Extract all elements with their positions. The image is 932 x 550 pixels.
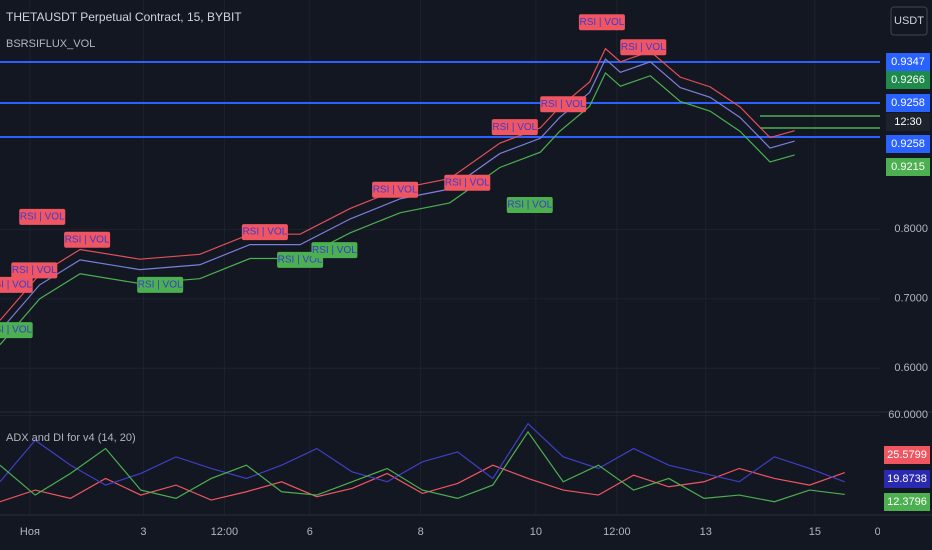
x-tick-label: Ноя <box>20 526 40 538</box>
x-tick-label: 13 <box>700 526 712 538</box>
signal-label: RSI | VOL <box>445 177 490 188</box>
signal-label: RSI | VOL <box>278 255 323 266</box>
series-line <box>0 422 846 486</box>
axes: 0.6000 0.7000 0.8000 60.0000 0.9347 0.9266 0.9… <box>884 53 930 511</box>
price-label-box <box>886 135 930 153</box>
x-tick-label: 8 <box>418 526 424 538</box>
price-label-box <box>886 53 930 71</box>
price-label: 0.9215 <box>891 161 925 173</box>
y-tick-label: 0.8000 <box>894 223 928 235</box>
price-label: 0.9258 <box>891 138 925 150</box>
x-tick-label: 6 <box>307 526 313 538</box>
signal-label: RSI | VOL <box>579 17 624 28</box>
price-label: 0.9266 <box>891 74 925 86</box>
signal-label-box <box>506 197 553 213</box>
price-label-box <box>886 71 930 89</box>
signal-label-box <box>540 96 587 113</box>
signal-label-box <box>137 276 184 293</box>
signal-label-box <box>444 174 491 191</box>
signal-label-box <box>578 14 625 31</box>
signal-label: RSI | VOL <box>65 234 110 245</box>
x-tick-label: 15 <box>809 526 821 538</box>
series-line <box>0 58 795 332</box>
last-value-box <box>884 446 930 464</box>
indicator-name: BSRSIFLUX_VOL <box>6 38 95 50</box>
currency-button[interactable] <box>890 6 928 36</box>
series-line <box>0 47 795 321</box>
last-value-box <box>884 470 930 488</box>
signal-label: RSI | VOL <box>373 184 418 195</box>
last-value-label: 19.8738 <box>887 473 927 485</box>
signal-label: RSI | VOL <box>0 280 33 291</box>
signal-label-box <box>241 224 288 241</box>
price-label: 0.9347 <box>891 56 925 68</box>
x-tick-label: 10 <box>530 526 542 538</box>
x-tick-label: 12:00 <box>211 526 239 538</box>
signal-label-box <box>0 276 33 293</box>
signal-label-box <box>11 262 58 279</box>
signal-label: RSI | VOL <box>541 99 586 110</box>
last-value-box <box>884 493 930 511</box>
signal-label: RSI | VOL <box>312 245 357 256</box>
price-label-box <box>886 94 930 112</box>
price-label-box <box>886 158 930 176</box>
signal-label-box <box>19 208 66 225</box>
signal-label: RSI | VOL <box>242 227 287 238</box>
adx-title: ADX and DI for v4 (14, 20) <box>6 432 136 444</box>
y-tick-label: 0.6000 <box>894 362 928 374</box>
x-tick-label: 12:00 <box>603 526 631 538</box>
signal-label: RSI | VOL <box>492 122 537 133</box>
series-line <box>0 430 845 503</box>
y-tick-label: 0.7000 <box>894 293 928 305</box>
signal-label-box <box>311 242 358 259</box>
signal-label: RSI | VOL <box>138 280 183 291</box>
signal-label-box <box>491 119 538 136</box>
price-label: 12:30 <box>894 116 922 128</box>
signal-label-box <box>620 39 667 56</box>
signal-label-box <box>372 181 419 198</box>
x-tick-label: 3 <box>140 526 146 538</box>
signal-label: RSI | VOL <box>20 211 65 222</box>
series-line <box>0 464 846 503</box>
signal-label-box <box>0 322 33 339</box>
signal-label: RSI | VOL <box>621 42 666 53</box>
currency-label: USDT <box>894 15 924 27</box>
price-label-box <box>886 113 930 131</box>
signal-label: RSI | VOL <box>12 265 57 276</box>
last-value-label: 12.3796 <box>887 496 927 508</box>
last-value-label: 25.5799 <box>887 449 927 461</box>
signal-label-box <box>64 231 111 248</box>
y-tick-label: 60.0000 <box>888 409 928 421</box>
price-label: 0.9258 <box>891 97 925 109</box>
signal-label: RSI | VOL <box>507 200 552 211</box>
signal-label: RSI | VOL <box>0 325 33 336</box>
chart-title: THETAUSDT Perpetual Contract, 15, BYBIT <box>6 10 242 24</box>
